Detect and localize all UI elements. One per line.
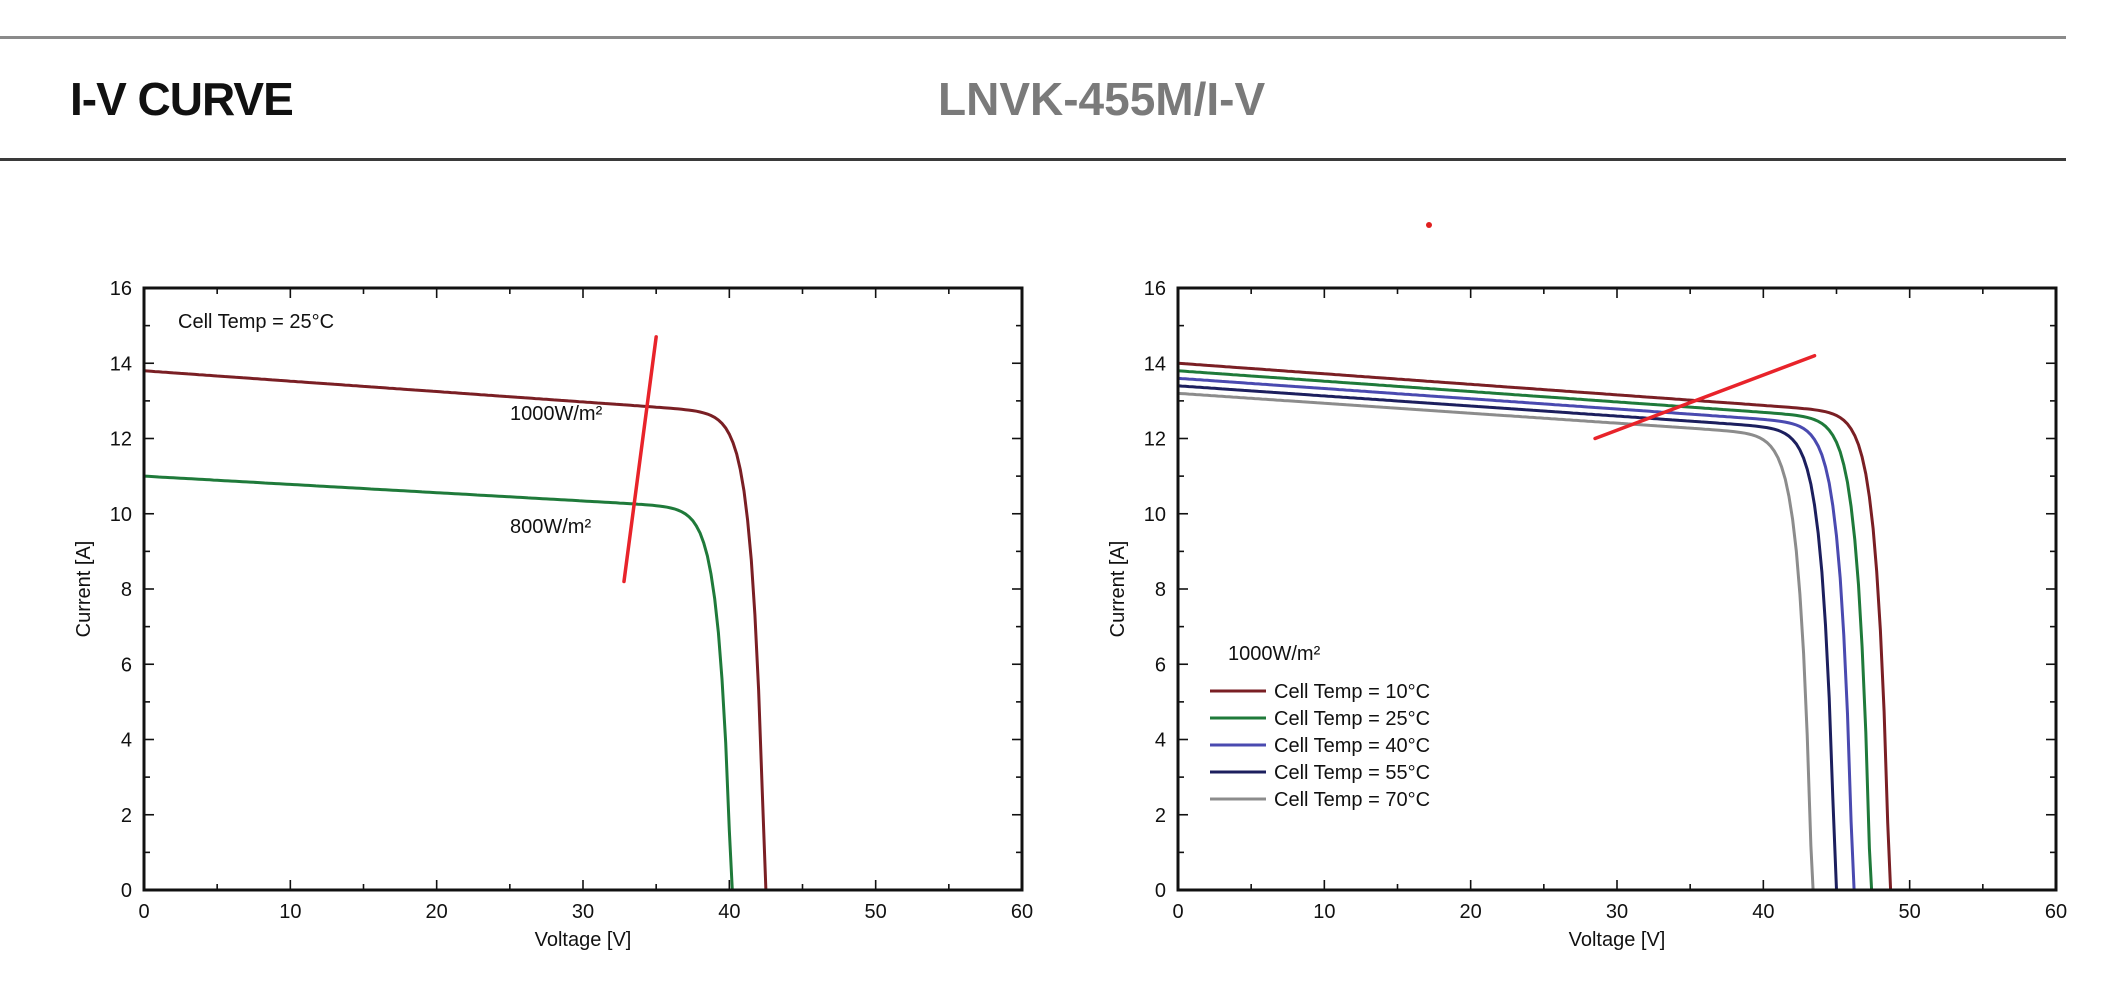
- y-tick-label: 10: [1144, 504, 1166, 526]
- x-tick-label: 50: [1899, 901, 1921, 923]
- x-tick-label: 40: [718, 901, 740, 923]
- y-tick-label: 0: [1155, 880, 1166, 902]
- y-tick-label: 12: [1144, 429, 1166, 451]
- x-tick-label: 20: [1460, 901, 1482, 923]
- x-tick-label: 60: [1011, 901, 1033, 923]
- series-line-3: [1177, 376, 1856, 891]
- chart-1: 0 10 20 30 40 50 60 0 2 4 6 8 10 12 14 16 Voltage [V] Cur…: [73, 278, 1033, 951]
- x-tick-label: 10: [1313, 901, 1335, 923]
- x-tick-label: 60: [2045, 901, 2067, 923]
- legend-label: Cell Temp = 25°C: [1274, 708, 1430, 730]
- legend-title: 1000W/m²: [1228, 643, 1321, 665]
- series-line-2: [1177, 369, 1874, 891]
- x-tick-label: 0: [1172, 901, 1183, 923]
- legend-label: Cell Temp = 10°C: [1274, 681, 1430, 703]
- x-tick-label: 10: [279, 901, 301, 923]
- page-title: I-V CURVE: [70, 73, 294, 125]
- y-tick-label: 4: [121, 730, 132, 752]
- y-tick-label: 14: [110, 353, 132, 375]
- y-axis-label: Current [A]: [1107, 541, 1129, 638]
- series-line-2: [143, 474, 734, 891]
- x-tick-label: 30: [1606, 901, 1628, 923]
- y-tick-label: 4: [1155, 730, 1166, 752]
- annotation-label: Cell Temp = 25°C: [178, 311, 334, 333]
- y-tick-label: 2: [121, 805, 132, 827]
- x-tick-label: 0: [138, 901, 149, 923]
- x-tick-label: 50: [865, 901, 887, 923]
- chart-2: 0 10 20 30 40 50 60 0 2 4 6 8 10 12 14 16 Voltage [V] Cur…: [1107, 278, 2067, 951]
- y-tick-label: 8: [1155, 579, 1166, 601]
- legend-label: Cell Temp = 40°C: [1274, 735, 1430, 757]
- x-axis-label: Voltage [V]: [1569, 929, 1666, 951]
- y-axis-label: Current [A]: [73, 541, 95, 638]
- header-bottom-rule: [0, 158, 2066, 161]
- legend: 1000W/m² Cell Temp = 10°C Cell Temp = 25°C…: [1210, 643, 1430, 811]
- series-line-1: [1177, 361, 1893, 891]
- series-line-1: [143, 369, 768, 891]
- y-tick-label: 8: [121, 579, 132, 601]
- y-tick-label: 6: [121, 654, 132, 676]
- y-tick-label: 16: [1144, 278, 1166, 300]
- y-tick-label: 16: [110, 278, 132, 300]
- series-line-4: [1177, 384, 1838, 891]
- red-dot-mark: [1426, 222, 1432, 228]
- plot-frame: [1176, 286, 2058, 892]
- plot-frame: [142, 286, 1024, 892]
- y-tick-label: 2: [1155, 805, 1166, 827]
- x-axis-label: Voltage [V]: [535, 929, 632, 951]
- x-tick-label: 40: [1752, 901, 1774, 923]
- legend-label: Cell Temp = 70°C: [1274, 789, 1430, 811]
- y-tick-label: 10: [110, 504, 132, 526]
- red-overlay-line: [622, 335, 658, 584]
- header-top-rule: [0, 36, 2066, 39]
- red-overlay-line: [1593, 353, 1817, 441]
- x-tick-label: 30: [572, 901, 594, 923]
- y-tick-label: 12: [110, 429, 132, 451]
- annotation-label: 800W/m²: [510, 516, 591, 538]
- model-title: LNVK-455M/I-V: [938, 73, 1266, 125]
- y-tick-label: 0: [121, 880, 132, 902]
- x-tick-label: 20: [426, 901, 448, 923]
- legend-label: Cell Temp = 55°C: [1274, 762, 1430, 784]
- y-tick-label: 14: [1144, 353, 1166, 375]
- series-line-5: [1177, 391, 1815, 891]
- annotation-label: 1000W/m²: [510, 403, 603, 425]
- y-tick-label: 6: [1155, 654, 1166, 676]
